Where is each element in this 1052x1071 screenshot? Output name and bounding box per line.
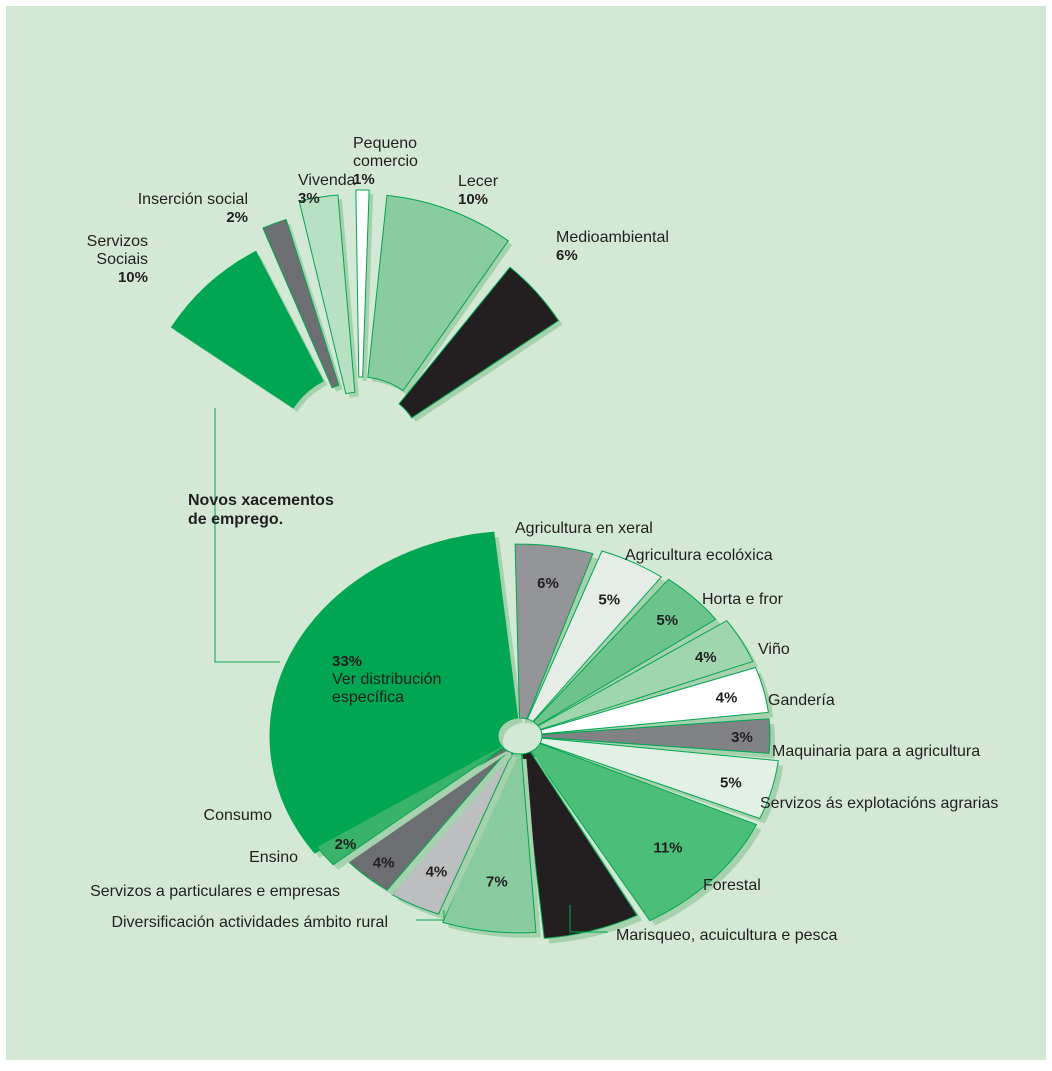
pie-slice-consumo [316, 745, 504, 866]
pie-percent-consumo: 2% [335, 836, 357, 853]
fan-slice-servizos-sociais [170, 250, 324, 409]
fan-label-lecer: Lecer [458, 173, 499, 190]
pie-inside-label-ver-distribucion-especifica: Ver distribución específica [332, 671, 441, 706]
pie-percent-marisqueo-acuicultura-e-pesca: 7% [563, 874, 585, 891]
fan-slice-vivenda [298, 194, 356, 395]
pie-slice-diversificacion-actividades-ambito-rural [442, 752, 537, 934]
pie-percent-maquinaria-para-a-agricultura: 3% [731, 729, 753, 746]
fan-slice-insercion-social [262, 218, 340, 389]
fan-slice-lecer [367, 194, 509, 392]
fan-label-insercion-social: Inserción social [138, 191, 248, 208]
fan-percent-lecer: 10% [458, 191, 488, 208]
fan-label-medioambiental: Medioambiental [556, 229, 669, 246]
pie-label-servizos-as-explotacions-agrarias: Servizos ás explotacións agrarias [760, 795, 998, 812]
pie-label-consumo: Consumo [204, 807, 273, 824]
pie-slice-ganderia [540, 666, 769, 735]
pie-slice-marisqueo-acuicultura-e-pesca [521, 751, 638, 939]
fan-slice-medioambiental [398, 266, 560, 419]
connector-line: Novos xacementos de emprego. [188, 408, 334, 663]
pie-label-forestal: Forestal [703, 877, 761, 894]
connector-label: Novos xacementos de emprego. [188, 492, 334, 528]
pie-percent-agricultura-en-xeral: 6% [537, 575, 559, 592]
pie-label-agricultura-ecoloxica: Agricultura ecolóxica [625, 547, 773, 564]
pie-percent-ensino: 4% [373, 855, 395, 872]
pie-label-ganderia: Gandería [768, 692, 835, 709]
pie-label-diversificacion-actividades-ambito-rural: Diversificación actividades ámbito rural [111, 914, 388, 931]
connector-path [214, 408, 280, 663]
pie-label-vino: Viño [758, 641, 790, 658]
leader-line-2 [416, 910, 445, 921]
pie-percent-vino: 4% [695, 649, 717, 666]
pie-slice-horta-e-fror [532, 578, 717, 727]
pie-slice-agricultura-ecoloxica [526, 550, 663, 723]
pie-slice-maquinaria-para-a-agricultura [541, 718, 771, 754]
fan-percent-pequeno-comercio: 1% [353, 171, 375, 188]
fan-label-vivenda: Vivenda [298, 172, 356, 189]
fan-percent-medioambiental: 6% [556, 247, 578, 264]
pie-label-marisqueo-acuicultura-e-pesca: Marisqueo, acuicultura e pesca [616, 927, 838, 944]
pie-label-servizos-a-particulares-e-empresas: Servizos a particulares e empresas [90, 883, 340, 900]
pie-label-horta-e-fror: Horta e fror [702, 591, 784, 608]
pie-percent-agricultura-ecoloxica: 5% [598, 591, 620, 608]
fan-label-servizos-sociais: Servizos Sociais [87, 233, 148, 268]
pie-percent-forestal: 11% [653, 839, 682, 856]
fan-slice-pequeno-comercio [355, 189, 370, 378]
pie-label-maquinaria-para-a-agricultura: Maquinaria para a agricultura [772, 743, 980, 760]
chart-labels: Agricultura en xeral Agricultura ecolóxic… [90, 520, 998, 944]
pie-slice-vino [537, 620, 754, 731]
pie-percent-servizos-as-explotacions-agrarias: 5% [720, 774, 742, 791]
pie-label-agricultura-en-xeral: Agricultura en xeral [515, 520, 653, 537]
pie-percent-servizos-a-particulares-e-empresas: 4% [426, 863, 448, 880]
fan-label-pequeno-comercio: Pequeno comercio [353, 135, 418, 170]
fan-percent-servizos-sociais: 10% [118, 269, 148, 286]
fan-percent-insercion-social: 2% [226, 209, 248, 226]
fan-percent-vivenda: 3% [298, 190, 320, 207]
main-pie-chart: 33%Ver distribución específica 6% 5% 5% 4% 4% 3… [269, 531, 784, 944]
pie-slice-ver-distribucion-especifica [269, 531, 519, 854]
pie-percent-ganderia: 4% [716, 690, 738, 707]
pie-slice-servizos-as-explotacions-agrarias [539, 737, 779, 820]
pie-percent-ver-distribucion-especifica: 33% [332, 653, 362, 670]
pie-label-ensino: Ensino [249, 849, 298, 866]
pie-slice-forestal [530, 742, 758, 922]
pie-slice-agricultura-en-xeral [514, 543, 594, 720]
pie-percent-diversificacion-actividades-ambito-rural: 7% [486, 874, 508, 891]
leader-line-1 [569, 905, 608, 933]
pie-percent-horta-e-fror: 5% [656, 612, 678, 629]
